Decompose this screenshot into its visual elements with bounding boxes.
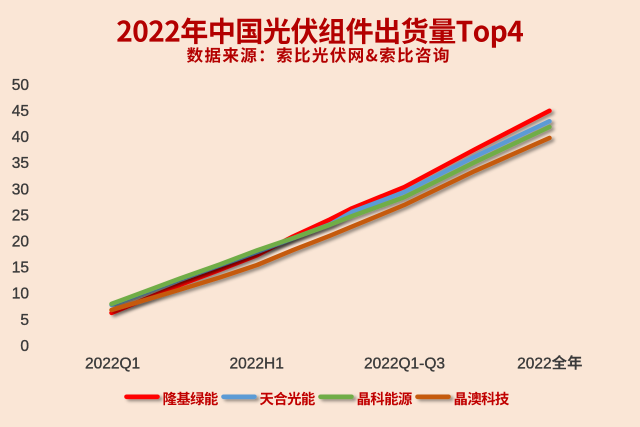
svg-text:2022: 2022 (517, 355, 551, 372)
svg-text:2022Q1-Q3: 2022Q1-Q3 (364, 355, 445, 372)
svg-text:15: 15 (12, 260, 29, 277)
svg-text:2022H1: 2022H1 (230, 355, 284, 372)
svg-text:30: 30 (12, 181, 30, 198)
svg-text:2022Q1: 2022Q1 (85, 355, 140, 372)
svg-text:35: 35 (12, 155, 29, 172)
svg-text:45: 45 (12, 103, 29, 120)
svg-text:0: 0 (20, 338, 29, 355)
svg-text:25: 25 (12, 207, 29, 224)
svg-text:5: 5 (20, 312, 29, 329)
svg-text:20: 20 (12, 234, 30, 251)
svg-text:40: 40 (12, 129, 30, 146)
svg-text:10: 10 (12, 286, 30, 303)
svg-text:50: 50 (12, 77, 30, 94)
